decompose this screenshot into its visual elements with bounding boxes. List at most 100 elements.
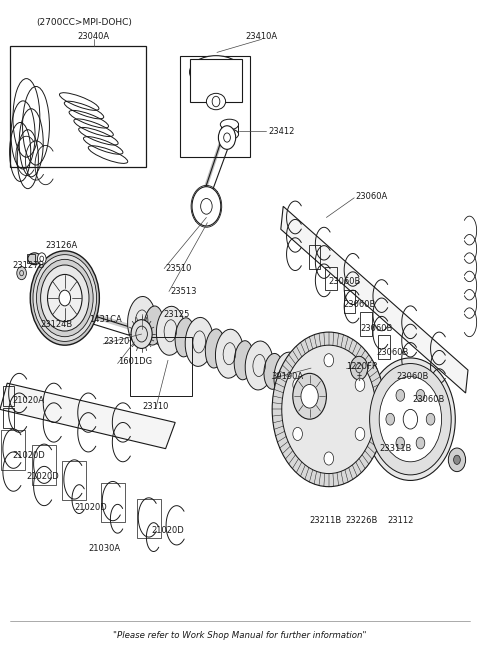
Text: (2700CC>MPI-DOHC): (2700CC>MPI-DOHC) — [36, 18, 132, 27]
Circle shape — [416, 437, 425, 449]
Text: 23513: 23513 — [170, 287, 197, 296]
Text: 23060B: 23060B — [413, 395, 445, 404]
Bar — [27, 254, 35, 263]
Text: 23060B: 23060B — [396, 372, 428, 381]
Text: 23211B: 23211B — [310, 516, 342, 525]
Circle shape — [293, 379, 302, 392]
Circle shape — [416, 390, 425, 402]
Circle shape — [379, 377, 442, 462]
Text: 1601DG: 1601DG — [118, 357, 152, 366]
Circle shape — [192, 187, 221, 226]
Circle shape — [396, 390, 405, 402]
Ellipse shape — [277, 339, 380, 479]
Text: 23410A: 23410A — [246, 31, 277, 41]
Bar — [190, 59, 242, 102]
Ellipse shape — [234, 341, 253, 380]
Ellipse shape — [245, 341, 273, 390]
Circle shape — [36, 259, 93, 337]
Circle shape — [212, 96, 220, 107]
Circle shape — [272, 332, 385, 487]
Circle shape — [324, 354, 334, 367]
Bar — [101, 483, 125, 522]
Circle shape — [218, 126, 236, 149]
Text: 39190A: 39190A — [271, 372, 303, 381]
Circle shape — [33, 255, 96, 341]
Bar — [309, 245, 320, 269]
Bar — [378, 335, 390, 359]
Polygon shape — [0, 383, 175, 449]
Ellipse shape — [274, 352, 302, 401]
Ellipse shape — [28, 253, 41, 265]
Circle shape — [355, 427, 365, 440]
Text: 23120: 23120 — [103, 337, 130, 346]
Ellipse shape — [286, 351, 372, 468]
Circle shape — [396, 437, 405, 449]
Ellipse shape — [205, 329, 225, 368]
Text: 21030A: 21030A — [89, 544, 121, 553]
Circle shape — [386, 413, 395, 425]
Bar — [1, 430, 25, 470]
Ellipse shape — [156, 307, 184, 355]
Text: 23127B: 23127B — [12, 261, 44, 270]
Ellipse shape — [185, 318, 213, 366]
Text: 23060A: 23060A — [355, 192, 387, 201]
Ellipse shape — [264, 354, 283, 389]
Circle shape — [448, 448, 466, 472]
Circle shape — [48, 274, 82, 322]
Circle shape — [350, 356, 368, 380]
Bar — [32, 445, 56, 485]
Text: 23110: 23110 — [143, 402, 169, 411]
Bar — [180, 56, 250, 157]
Ellipse shape — [220, 119, 239, 130]
Circle shape — [370, 364, 451, 475]
Ellipse shape — [206, 93, 226, 109]
Text: 21020D: 21020D — [151, 526, 184, 535]
Polygon shape — [281, 206, 468, 393]
Ellipse shape — [373, 369, 447, 469]
Bar — [62, 461, 86, 500]
Circle shape — [131, 320, 152, 348]
Circle shape — [301, 384, 318, 408]
Text: 21020D: 21020D — [74, 503, 107, 512]
Circle shape — [403, 409, 418, 429]
Bar — [130, 337, 192, 396]
Circle shape — [324, 452, 334, 465]
Circle shape — [37, 253, 46, 265]
Text: 1431CA: 1431CA — [89, 315, 121, 324]
Circle shape — [59, 290, 71, 306]
Ellipse shape — [190, 56, 242, 88]
Circle shape — [282, 345, 376, 474]
Bar — [325, 267, 337, 290]
Circle shape — [454, 455, 460, 464]
Text: 21020D: 21020D — [26, 472, 59, 481]
Text: 23060B: 23060B — [360, 324, 392, 333]
Text: 1220FR: 1220FR — [346, 362, 377, 371]
Bar — [137, 499, 161, 538]
Text: 21020D: 21020D — [12, 451, 45, 460]
Text: 23226B: 23226B — [346, 516, 378, 525]
Circle shape — [293, 373, 326, 419]
Circle shape — [30, 251, 99, 345]
Bar — [3, 408, 14, 428]
Text: 21020A: 21020A — [12, 396, 44, 405]
Bar — [360, 312, 372, 336]
Text: 23311B: 23311B — [379, 444, 411, 453]
Ellipse shape — [175, 318, 194, 357]
Text: 23412: 23412 — [269, 126, 295, 136]
Ellipse shape — [366, 358, 455, 481]
Text: 23124B: 23124B — [41, 320, 73, 329]
Ellipse shape — [144, 306, 163, 345]
Text: 23060B: 23060B — [329, 277, 361, 286]
Text: 23040A: 23040A — [78, 31, 109, 41]
Bar — [3, 386, 14, 406]
Text: 23112: 23112 — [388, 516, 414, 525]
Circle shape — [41, 265, 89, 331]
Text: 23126A: 23126A — [46, 241, 78, 250]
Text: 23510: 23510 — [166, 264, 192, 273]
Circle shape — [293, 427, 302, 440]
Bar — [344, 290, 355, 313]
Ellipse shape — [216, 329, 243, 378]
Circle shape — [426, 413, 435, 425]
Text: "Please refer to Work Shop Manual for further information": "Please refer to Work Shop Manual for fu… — [113, 631, 367, 640]
Circle shape — [17, 267, 26, 280]
